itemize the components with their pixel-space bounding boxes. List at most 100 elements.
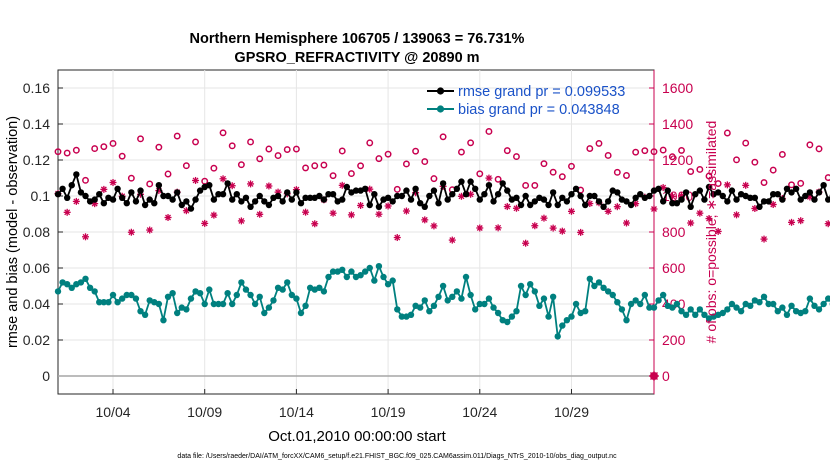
possible-point	[613, 168, 621, 176]
bias-point	[494, 309, 502, 317]
rmse-point	[284, 189, 291, 196]
possible-point	[237, 161, 245, 169]
assimilated-point	[219, 175, 227, 183]
possible-point	[540, 160, 548, 168]
bias-point	[128, 291, 135, 299]
assimilated-point	[485, 174, 493, 182]
rmse-point	[517, 201, 525, 209]
possible-point	[815, 145, 823, 153]
rmse-point	[664, 187, 671, 194]
rmse-point	[251, 198, 259, 205]
rmse-point	[82, 192, 89, 200]
rmse-point	[765, 198, 772, 205]
assimilated-point	[146, 226, 154, 234]
possible-point	[751, 158, 759, 166]
series-rmse	[54, 171, 830, 212]
rmse-point	[623, 198, 630, 205]
rmse-point	[472, 185, 479, 192]
rmse-point	[384, 194, 392, 201]
rmse-point	[343, 183, 351, 191]
rmse-point	[247, 203, 254, 210]
rmse-point	[361, 185, 369, 192]
rmse-point	[155, 182, 163, 189]
bias-point	[114, 299, 121, 306]
bias-point	[348, 268, 355, 275]
bias-point	[357, 272, 364, 279]
assimilated-point	[622, 219, 630, 227]
possible-point	[457, 148, 465, 156]
rmse-point	[600, 203, 607, 210]
assimilated-point	[742, 181, 750, 189]
chart-title-line2: GPSRO_REFRACTIVITY @ 20890 m	[234, 50, 479, 66]
possible-point	[91, 145, 99, 153]
y-axis-ticks: 0 0.02 0.04 0.06 0.08 0.1 0.12 0.14 0.16	[23, 80, 63, 384]
bias-point	[430, 302, 438, 309]
bias-point	[449, 293, 456, 300]
bias-point	[696, 306, 704, 313]
assimilated-point	[448, 236, 456, 244]
rmse-point	[63, 194, 71, 201]
rmse-point	[545, 201, 552, 209]
bias-point	[508, 313, 516, 320]
possible-point	[320, 161, 328, 169]
bias-point	[444, 297, 451, 304]
assimilated-point	[760, 235, 768, 243]
possible-point	[467, 139, 475, 147]
rmse-point	[141, 201, 149, 209]
bias-point	[701, 311, 708, 318]
rmse-point	[568, 191, 575, 198]
rmse-point	[540, 196, 548, 203]
bias-point	[219, 300, 227, 308]
bias-point	[77, 279, 85, 286]
possible-point	[778, 150, 786, 158]
rmse-point	[416, 200, 424, 207]
rmse-point	[586, 192, 594, 200]
bias-point	[238, 279, 245, 286]
assimilated-point	[302, 208, 310, 216]
rmse-point	[820, 182, 827, 189]
bias-point	[164, 293, 172, 300]
bias-point	[811, 302, 818, 309]
rmse-point	[132, 198, 140, 205]
rmse-point	[229, 196, 236, 203]
y-tick-label: 0.1	[31, 188, 51, 204]
rmse-point	[783, 185, 791, 192]
bias-point	[325, 273, 332, 281]
bias-point	[779, 304, 786, 311]
possible-point	[760, 179, 768, 186]
assimilated-point	[347, 211, 355, 219]
rmse-point	[481, 191, 488, 198]
bias-point	[229, 300, 236, 308]
possible-point	[402, 160, 410, 168]
rmse-point	[582, 201, 589, 209]
bias-point	[595, 279, 603, 286]
rmse-point	[215, 191, 222, 198]
bias-point	[361, 268, 369, 275]
rmse-point	[279, 198, 286, 205]
rmse-point	[604, 198, 612, 205]
bias-point	[215, 300, 222, 308]
assimilated-point	[705, 215, 713, 223]
possible-point	[82, 176, 89, 184]
bias-point	[609, 291, 616, 299]
rmse-point	[146, 196, 153, 203]
assimilated-point	[127, 228, 135, 236]
rmse-point	[183, 198, 190, 205]
bias-point	[655, 297, 662, 304]
rmse-point	[659, 198, 667, 205]
possible-point	[256, 155, 264, 163]
rmse-point	[77, 189, 85, 196]
possible-point	[173, 132, 181, 140]
possible-point	[127, 174, 135, 182]
assimilated-point	[531, 222, 539, 230]
possible-point	[659, 146, 667, 154]
possible-point	[568, 162, 575, 170]
possible-point	[311, 162, 319, 170]
rmse-point	[815, 189, 823, 196]
rmse-point	[563, 198, 571, 205]
rmse-point	[572, 185, 580, 192]
assimilated-point	[82, 233, 90, 241]
possible-point	[604, 152, 612, 159]
possible-point	[522, 182, 530, 189]
bias-point	[206, 286, 213, 293]
